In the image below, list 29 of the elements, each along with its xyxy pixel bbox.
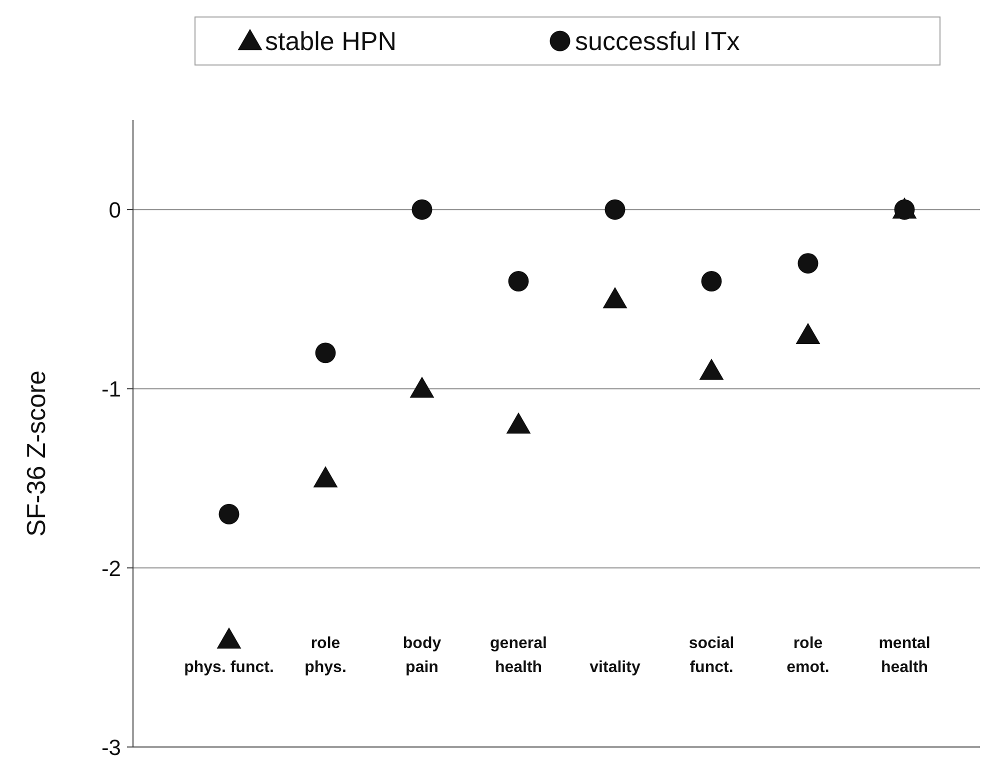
point	[410, 376, 434, 398]
y-tick-label: -1	[101, 376, 121, 402]
x-tick-label: body pain	[402, 635, 442, 676]
point	[701, 271, 722, 292]
x-tick-label: vitality	[590, 659, 640, 676]
point	[798, 253, 818, 274]
legend-label: successful ITx	[575, 26, 740, 56]
point	[315, 342, 336, 364]
y-tick-label: 0	[108, 198, 121, 223]
x-tick-label: role emot.	[786, 635, 830, 676]
point	[796, 322, 820, 344]
x-tick-label: role phys.	[304, 635, 346, 676]
point	[313, 466, 338, 488]
legend-label: stable HPN	[265, 26, 396, 56]
point	[216, 627, 242, 649]
point	[506, 412, 531, 434]
y-tick-label: -2	[101, 556, 121, 581]
point	[412, 199, 432, 220]
x-tick-label: mental health	[878, 635, 930, 676]
point	[602, 286, 628, 308]
point	[604, 199, 626, 220]
x-tick-label: phys. funct.	[184, 659, 274, 676]
x-tick-label: general health	[490, 635, 547, 676]
point	[508, 271, 529, 292]
y-axis-title: SF-36 Z-score	[21, 370, 51, 537]
y-tick-label: -3	[101, 735, 121, 760]
point	[218, 504, 240, 524]
point	[699, 358, 724, 380]
x-tick-label: social funct.	[688, 635, 734, 676]
